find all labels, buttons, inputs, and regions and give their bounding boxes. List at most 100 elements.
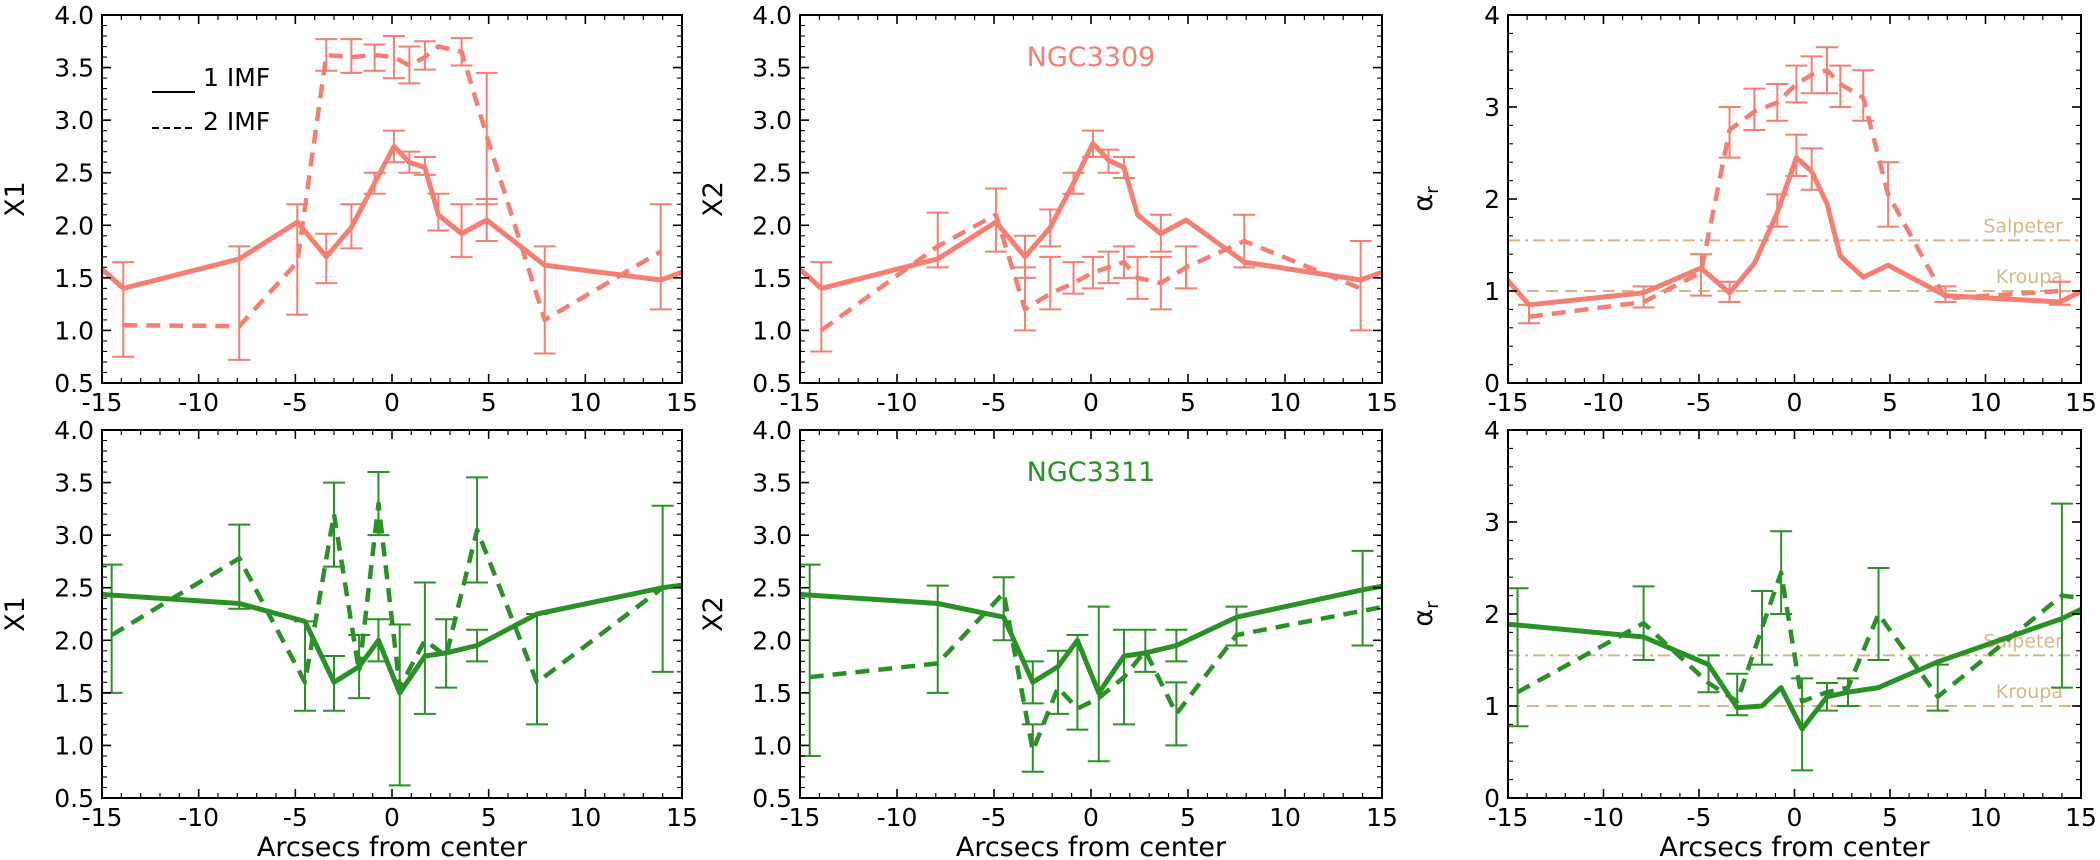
error-bar <box>112 261 135 358</box>
x-tick-label: -15 <box>1488 803 1529 832</box>
error-bar <box>398 150 421 174</box>
error-bar <box>1829 64 1852 108</box>
error-bar <box>1751 590 1774 666</box>
y-tick-label: 0.5 <box>54 369 94 398</box>
series-line-1-imf <box>1508 606 2081 732</box>
error-bar <box>926 584 949 694</box>
y-axis-label: X1 <box>0 596 31 632</box>
error-bar <box>1718 106 1741 159</box>
y-axis-label-subscript: r <box>1422 186 1443 194</box>
y-tick-label: 4 <box>1484 1 1500 30</box>
x-tick-label: 15 <box>2065 803 2097 832</box>
y-tick-label: 0.5 <box>54 784 94 813</box>
error-bar <box>1518 303 1541 325</box>
y-tick-label: 3.0 <box>752 106 792 135</box>
x-tick-label: -10 <box>1583 803 1624 832</box>
error-bar <box>1021 723 1044 773</box>
x-axis-label: Arcsecs from center <box>257 832 528 860</box>
error-bar <box>1697 654 1720 694</box>
y-tick-label: 3 <box>1484 93 1500 122</box>
y-tick-label: 0.5 <box>752 369 792 398</box>
error-bar <box>1815 682 1838 712</box>
y-tick-label: 2.0 <box>752 626 792 655</box>
y-axis-label: αr <box>1408 601 1443 627</box>
error-bar <box>427 192 450 232</box>
x-tick-label: -15 <box>780 803 821 832</box>
x-tick-label: -5 <box>982 388 1007 417</box>
y-tick-label: 2.5 <box>752 159 792 188</box>
error-bar <box>810 261 833 353</box>
legend-solid-label: 1 IMF <box>203 63 270 92</box>
error-bar <box>1351 549 1374 647</box>
error-bar <box>1815 46 1838 95</box>
error-bar <box>1770 530 1793 615</box>
series-line-2-imf <box>819 212 1362 333</box>
error-bar <box>1081 255 1104 290</box>
y-tick-label: 4.0 <box>752 1 792 30</box>
x-tick-label: 0 <box>384 803 400 832</box>
error-bar <box>1718 280 1741 304</box>
error-bar <box>1791 677 1814 772</box>
y-tick-label: 2.0 <box>54 626 94 655</box>
panel-ngc3311-x2: -15 -10 -5 0 5 10 15 0.5 1.0 1.5 2.0 2.5 3.0 3.5 4.0 X2… <box>698 416 1398 860</box>
series-line-2-imf <box>123 44 662 329</box>
x-tick-label: 10 <box>1970 803 2002 832</box>
y-tick-label: 4.0 <box>54 416 94 445</box>
x-tick-label: -10 <box>1583 388 1624 417</box>
error-bar <box>1934 285 1957 304</box>
x-tick-label: 10 <box>1269 388 1301 417</box>
panel-ngc3311-alpha: Salpeter Kroupa -15 -10 -5 0 5 10 15 0 1 2 3 4 αr Arcse… <box>1408 416 2097 860</box>
x-tick-label: -5 <box>1687 803 1712 832</box>
y-axis-label: X2 <box>698 596 729 632</box>
y-tick-label: 4.0 <box>752 416 792 445</box>
error-bar <box>1877 161 1900 228</box>
x-axis-label: Arcsecs from center <box>956 832 1227 860</box>
x-tick-label: 15 <box>666 803 698 832</box>
panel-ngc3311-x1: -15 -10 -5 0 5 10 15 0.5 1.0 1.5 2.0 2.5 3.0 3.5 4.0 X1… <box>0 416 698 860</box>
x-tick-label: 15 <box>2065 388 2097 417</box>
y-tick-label: 2 <box>1484 600 1500 629</box>
error-bar <box>1867 567 1890 661</box>
x-tick-label: 0 <box>1787 803 1803 832</box>
error-bar <box>1233 213 1256 269</box>
error-bar <box>2050 502 2073 689</box>
x-tick-label: -10 <box>877 388 918 417</box>
series-group <box>1508 46 2081 325</box>
y-tick-label: 1 <box>1484 692 1500 721</box>
error-bar <box>348 634 371 700</box>
x-tick-label: 0 <box>1083 388 1099 417</box>
panel-ngc3309-x2: -15 -10 -5 0 5 10 15 0.5 1.0 1.5 2.0 2.5 3.0 3.5 4.0 X2 <box>698 1 1398 417</box>
series-group <box>800 129 1382 353</box>
error-bar <box>526 613 548 726</box>
reference-label-salpeter: Salpeter <box>1983 215 2063 237</box>
x-tick-label: 15 <box>666 388 698 417</box>
y-tick-label: 0 <box>1484 369 1500 398</box>
x-tick-label: 5 <box>1882 803 1898 832</box>
y-tick-label: 1.5 <box>752 264 792 293</box>
error-bar <box>413 581 436 715</box>
error-bar <box>926 211 949 269</box>
y-tick-label: 1.5 <box>54 679 94 708</box>
y-tick-label: 3.5 <box>752 469 792 498</box>
error-bar <box>1225 605 1248 647</box>
x-tick-label: -5 <box>1687 388 1712 417</box>
error-bar <box>1800 147 1823 191</box>
x-tick-label: -5 <box>283 803 308 832</box>
y-axis-label-base: α <box>1408 609 1439 627</box>
error-bar <box>340 38 363 74</box>
panel-ngc3309-alpha: Salpeter Kroupa -15 -10 -5 0 5 10 15 0 1 2 3 4 αr <box>1408 1 2097 417</box>
panel-ngc3309-x1: -15 -10 -5 0 5 10 15 0.5 1.0 1.5 2.0 2.5 3.0 3.5 4.0 X1 <box>0 1 698 417</box>
error-bar <box>1632 585 1655 661</box>
series-line-1-imf <box>102 143 682 291</box>
error-bar <box>388 623 411 787</box>
series-line-1-imf <box>800 140 1382 291</box>
error-bar <box>1766 83 1789 122</box>
error-bar <box>992 576 1015 642</box>
legend: 1 IMF 2 IMF <box>152 63 270 136</box>
y-tick-label: 2.5 <box>54 159 94 188</box>
reference-label-salpeter: Salpeter <box>1983 630 2063 652</box>
x-tick-label: -15 <box>82 388 123 417</box>
series-line-1-imf <box>102 582 682 696</box>
y-tick-label: 1.0 <box>54 731 94 760</box>
